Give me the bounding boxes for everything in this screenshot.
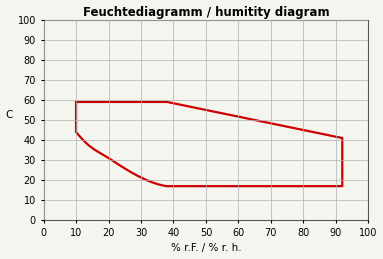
X-axis label: % r.F. / % r. h.: % r.F. / % r. h. — [170, 243, 241, 254]
Y-axis label: C: C — [6, 110, 13, 120]
Title: Feuchtediagramm / humitity diagram: Feuchtediagramm / humitity diagram — [83, 5, 329, 19]
